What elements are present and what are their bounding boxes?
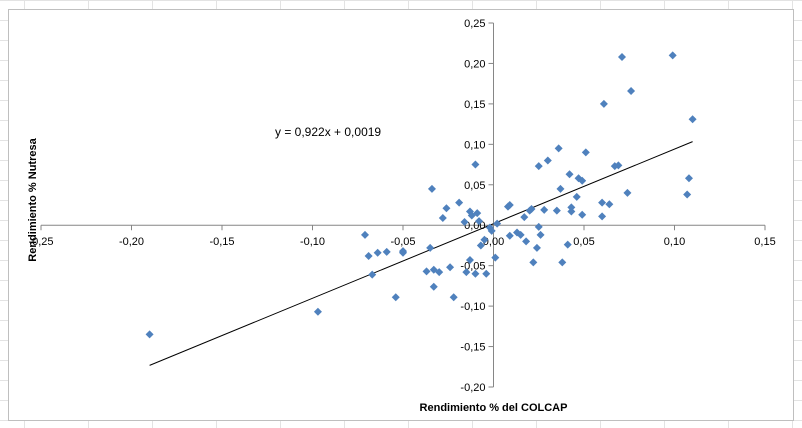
data-point-marker[interactable] (572, 192, 581, 201)
data-point-marker[interactable] (465, 256, 474, 265)
data-point-marker[interactable] (505, 231, 514, 240)
data-point-marker[interactable] (368, 270, 377, 279)
data-point-marker[interactable] (476, 241, 485, 250)
data-point-marker[interactable] (462, 268, 471, 277)
data-point-marker[interactable] (313, 307, 322, 316)
data-point-marker[interactable] (543, 156, 552, 165)
x-tick-label: -0,15 (209, 236, 234, 248)
data-point-marker[interactable] (623, 188, 632, 197)
data-point-marker[interactable] (391, 293, 400, 302)
data-point-marker[interactable] (382, 247, 391, 256)
data-point-marker[interactable] (668, 51, 677, 60)
data-point-marker[interactable] (578, 210, 587, 219)
data-point-marker[interactable] (471, 269, 480, 278)
x-tick-label: 0,00 (483, 236, 504, 248)
data-point-marker[interactable] (442, 204, 451, 213)
y-tick-label: 0,20 (464, 58, 485, 70)
trendline-equation[interactable]: y = 0,922x + 0,0019 (275, 125, 381, 139)
data-point-marker[interactable] (534, 162, 543, 171)
data-point-marker[interactable] (422, 267, 431, 276)
data-point-marker[interactable] (480, 235, 489, 244)
y-tick-label: -0,15 (460, 342, 485, 354)
x-tick-marks (40, 225, 766, 231)
data-point-marker[interactable] (487, 226, 496, 235)
data-point-marker[interactable] (364, 251, 373, 260)
data-point-marker[interactable] (598, 212, 607, 221)
y-tick-label: 0,15 (464, 99, 485, 111)
x-tick-labels: -0,25 -0,20 -0,15 -0,10 -0,05 0,00 0,05 0,10 0,1… (28, 236, 775, 248)
data-point-marker[interactable] (558, 258, 567, 267)
x-tick-label: -0,10 (300, 236, 325, 248)
data-point-marker[interactable] (534, 222, 543, 231)
data-point-marker[interactable] (627, 86, 636, 95)
x-tick-label: -0,25 (28, 236, 53, 248)
data-point-marker[interactable] (522, 237, 531, 246)
x-tick-label: -0,05 (390, 236, 415, 248)
data-point-marker[interactable] (529, 258, 538, 267)
y-axis-title[interactable]: Rendimiento % Nutresa (27, 137, 39, 261)
data-point-marker[interactable] (435, 268, 444, 277)
data-point-marker[interactable] (513, 228, 522, 237)
data-point-marker[interactable] (505, 201, 514, 209)
y-tick-label: 0,10 (464, 139, 485, 151)
data-point-marker[interactable] (446, 263, 455, 272)
y-tick-label: -0,20 (460, 382, 485, 394)
data-point-marker[interactable] (581, 148, 590, 157)
data-point-marker[interactable] (554, 144, 563, 153)
scatter-plot: -0,25 -0,20 -0,15 -0,10 -0,05 0,00 0,05 0,10 0,1… (27, 18, 776, 414)
data-point-marker[interactable] (540, 205, 549, 214)
data-point-marker[interactable] (427, 184, 436, 193)
data-point-marker[interactable] (449, 293, 458, 302)
data-point-marker[interactable] (688, 115, 697, 124)
x-axis-title[interactable]: Rendimiento % del COLCAP (420, 402, 568, 414)
data-point-marker[interactable] (614, 161, 623, 170)
data-points (145, 51, 697, 339)
data-point-marker[interactable] (552, 206, 561, 215)
y-tick-marks (488, 22, 494, 388)
data-point-marker[interactable] (373, 248, 382, 257)
data-point-marker[interactable] (618, 52, 627, 61)
x-tick-label: 0,15 (754, 236, 775, 248)
y-tick-labels: -0,20-0,15-0,10-0,050,000,050,100,150,20… (460, 18, 485, 394)
data-point-marker[interactable] (684, 174, 693, 183)
data-point-marker[interactable] (563, 240, 572, 249)
linear-trendline[interactable] (149, 141, 693, 366)
data-point-marker[interactable] (565, 170, 574, 179)
y-tick-label: 0,25 (464, 18, 485, 30)
data-point-marker[interactable] (578, 176, 587, 185)
x-tick-label: -0,20 (119, 236, 144, 248)
data-point-marker[interactable] (426, 243, 435, 252)
data-point-marker[interactable] (482, 269, 491, 278)
data-point-marker[interactable] (429, 282, 438, 291)
data-point-marker[interactable] (516, 230, 525, 239)
data-point-marker[interactable] (532, 243, 541, 252)
data-point-marker[interactable] (145, 330, 154, 339)
y-tick-label: -0,10 (460, 301, 485, 313)
x-tick-label: 0,10 (664, 236, 685, 248)
data-point-marker[interactable] (438, 213, 447, 222)
x-tick-label: 0,05 (573, 236, 594, 248)
data-point-marker[interactable] (556, 184, 565, 193)
data-point-marker[interactable] (455, 198, 464, 207)
data-point-marker[interactable] (520, 213, 529, 222)
data-point-marker[interactable] (471, 160, 480, 169)
data-point-marker[interactable] (475, 217, 484, 226)
data-point-marker[interactable] (460, 217, 469, 226)
y-tick-label: 0,05 (464, 180, 485, 192)
data-point-marker[interactable] (399, 248, 407, 257)
data-point-marker[interactable] (599, 99, 608, 108)
data-point-marker[interactable] (493, 219, 502, 228)
data-point-marker[interactable] (491, 253, 500, 262)
chart-area[interactable]: -0,25 -0,20 -0,15 -0,10 -0,05 0,00 0,05 0,10 0,1… (8, 9, 794, 421)
data-point-marker[interactable] (473, 209, 482, 218)
data-point-marker[interactable] (567, 207, 576, 216)
data-point-marker[interactable] (683, 190, 692, 199)
data-point-marker[interactable] (536, 230, 545, 239)
data-point-marker[interactable] (598, 198, 607, 207)
data-point-marker[interactable] (567, 203, 576, 212)
data-point-marker[interactable] (527, 205, 536, 214)
data-point-marker[interactable] (360, 230, 369, 239)
data-point-marker[interactable] (605, 200, 614, 209)
